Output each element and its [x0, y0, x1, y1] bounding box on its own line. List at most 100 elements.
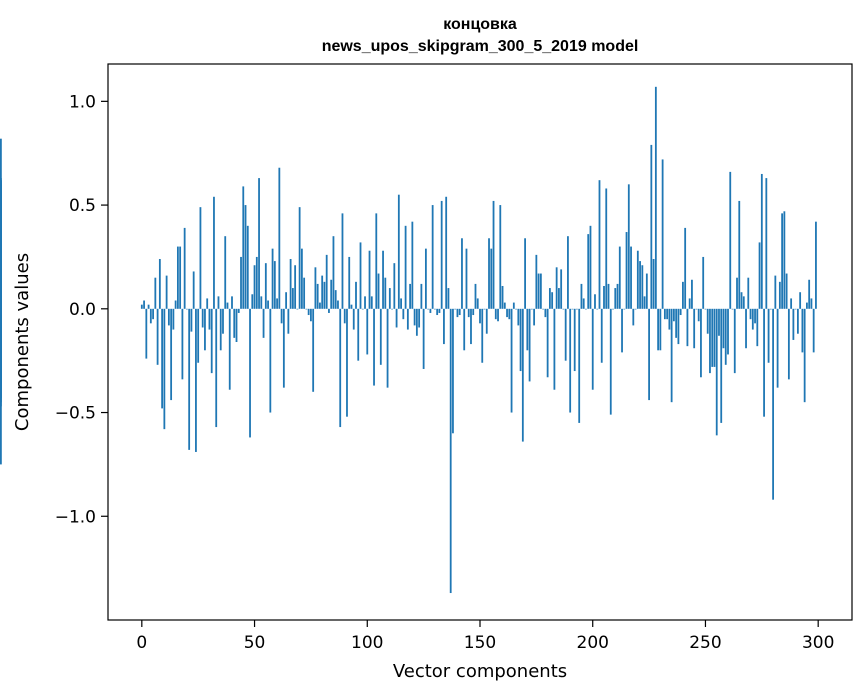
bar-component-32	[213, 196, 215, 309]
bar-component-92	[348, 256, 351, 309]
bar-component-218	[632, 308, 635, 326]
x-tick-label: 250	[689, 633, 721, 653]
bar-component-111	[391, 308, 393, 310]
bar-component-55	[264, 263, 267, 309]
bar-component-118	[406, 308, 409, 330]
bar-component-98	[361, 308, 364, 310]
bar-component-62	[280, 308, 283, 324]
bar-component-199	[589, 225, 592, 309]
bar-component-173	[530, 308, 533, 310]
bar-component-203	[598, 180, 601, 309]
bar-component-141	[458, 308, 461, 316]
bar-component-150	[479, 308, 481, 324]
bar-component-220	[636, 250, 639, 309]
bar-component-110	[388, 288, 391, 309]
bar-component-86	[334, 290, 337, 309]
bar-component-223	[643, 296, 646, 309]
bar-component-272	[754, 308, 756, 324]
x-tick-label: 0	[136, 633, 147, 653]
bar-component-75	[310, 308, 312, 322]
bar-component-221	[639, 261, 641, 309]
bar-component-66	[289, 259, 292, 309]
bar-component-164	[510, 308, 513, 413]
bar-component-242	[686, 308, 689, 347]
bar-component-229	[657, 308, 660, 351]
bar-component-180	[546, 308, 549, 378]
bar-component-182	[551, 292, 554, 309]
bar-component-254	[713, 308, 716, 367]
bar-component-279	[769, 308, 772, 310]
bar-component-270	[749, 308, 752, 320]
bar-component-102	[370, 296, 373, 309]
bar-component-57	[269, 308, 272, 413]
bar-component-246	[695, 308, 698, 310]
bar-component-152	[483, 308, 486, 310]
bar-component-294	[803, 308, 806, 403]
bar-component-50	[253, 265, 256, 309]
bar-component-190	[569, 308, 572, 413]
bar-component-252	[709, 308, 711, 374]
bars-group	[0, 86, 817, 594]
x-axis-ticks: 0 50 100 150 200 250 300	[136, 620, 834, 653]
bar-component-278	[767, 308, 770, 363]
bar-component-83	[328, 308, 330, 313]
bar-component-9	[161, 308, 164, 409]
bar-component-136	[447, 288, 450, 309]
bar-component-45	[242, 186, 245, 309]
bar-component-58	[271, 248, 274, 309]
bar-component-64	[285, 292, 288, 309]
bar-component-140	[456, 308, 459, 318]
bar-component-197	[585, 308, 587, 310]
bar-component-257	[720, 308, 723, 423]
bar-component-228	[654, 86, 657, 309]
bar-component-114	[397, 194, 400, 309]
bar-component-85	[332, 236, 335, 309]
bar-component-112	[393, 263, 396, 309]
bar-component-34	[217, 296, 220, 309]
bar-component-107	[382, 250, 384, 309]
bar-component-103	[373, 308, 375, 386]
x-tick-label: 300	[802, 633, 834, 653]
bar-component-251	[706, 308, 709, 334]
bar-component-153	[485, 308, 488, 334]
bar-component-269	[747, 277, 750, 309]
bar-component-286	[785, 273, 788, 309]
bar-component-72	[303, 277, 306, 309]
bar-component-undefined	[0, 178, 2, 309]
bar-component-156	[492, 200, 495, 309]
bar-component-299	[815, 221, 817, 309]
bar-component-88	[339, 308, 342, 428]
bar-component-113	[395, 308, 398, 328]
bar-component-151	[481, 308, 484, 363]
bar-component-105	[377, 273, 380, 309]
bar-component-147	[472, 308, 475, 316]
bar-component-161	[503, 302, 506, 309]
bar-component-225	[648, 308, 650, 401]
bar-component-238	[677, 308, 680, 345]
bar-component-171	[526, 308, 529, 351]
bar-component-288	[790, 298, 793, 309]
bar-component-256	[718, 308, 720, 336]
bar-component-61	[278, 167, 281, 309]
bar-component-157	[494, 308, 497, 320]
bar-component-2	[145, 308, 148, 359]
bar-component-205	[603, 285, 605, 309]
bar-component-117	[404, 225, 407, 309]
bar-component-262	[731, 308, 734, 310]
bar-component-211	[616, 283, 619, 309]
bar-component-15	[174, 300, 177, 309]
bar-component-155	[490, 248, 493, 309]
bar-component-87	[337, 300, 339, 309]
bar-component-39	[228, 308, 231, 390]
bar-component-224	[645, 273, 648, 309]
bar-component-80	[321, 275, 324, 309]
bar-component-214	[623, 308, 626, 310]
bar-component-143	[463, 308, 466, 351]
bar-component-144	[465, 248, 468, 309]
bar-component-51	[255, 256, 258, 309]
bar-component-76	[312, 308, 315, 392]
bar-component-106	[379, 308, 382, 365]
chart-subtitle: news_upos_skipgram_300_5_2019 model	[322, 38, 639, 55]
bar-component-191	[571, 308, 574, 310]
bar-component-95	[355, 281, 357, 309]
